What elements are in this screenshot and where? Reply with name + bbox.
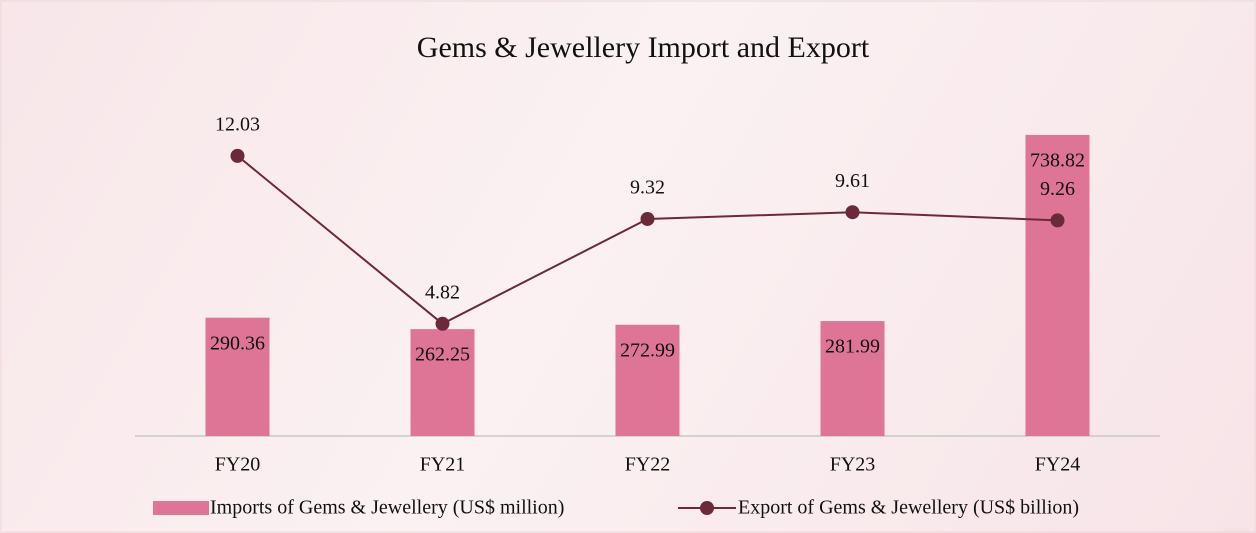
data-label: 738.82: [1030, 150, 1085, 172]
bar: [820, 321, 885, 436]
data-label: 272.99: [620, 339, 675, 361]
x-tick-label: FY23: [830, 454, 876, 476]
data-label: 9.61: [835, 170, 870, 192]
line-marker: [1050, 213, 1065, 228]
data-label: 4.82: [425, 281, 460, 303]
line-marker: [435, 316, 450, 331]
x-tick-label: FY22: [625, 454, 671, 476]
chart-title: Gems & Jewellery Import and Export: [417, 31, 870, 64]
legend-label: Imports of Gems & Jewellery (US$ million…: [210, 497, 564, 519]
x-tick-label: FY24: [1035, 454, 1081, 476]
data-label: 9.26: [1040, 178, 1075, 200]
bar: [410, 329, 475, 436]
line-marker: [230, 148, 245, 163]
line-marker: [845, 205, 860, 220]
data-label: 290.36: [210, 332, 265, 354]
bar: [205, 317, 270, 436]
line-marker: [640, 211, 655, 226]
legend-label: Export of Gems & Jewellery (US$ billion): [738, 497, 1079, 519]
data-label: 9.32: [630, 177, 665, 199]
data-label: 262.25: [415, 344, 470, 366]
data-label: 12.03: [215, 113, 260, 135]
x-tick-label: FY21: [420, 454, 466, 476]
legend-swatch-marker: [700, 501, 714, 515]
x-tick-label: FY20: [215, 454, 261, 476]
data-label: 281.99: [825, 336, 880, 358]
bar: [1025, 134, 1090, 436]
bar: [615, 324, 680, 436]
legend-swatch: [153, 501, 209, 515]
